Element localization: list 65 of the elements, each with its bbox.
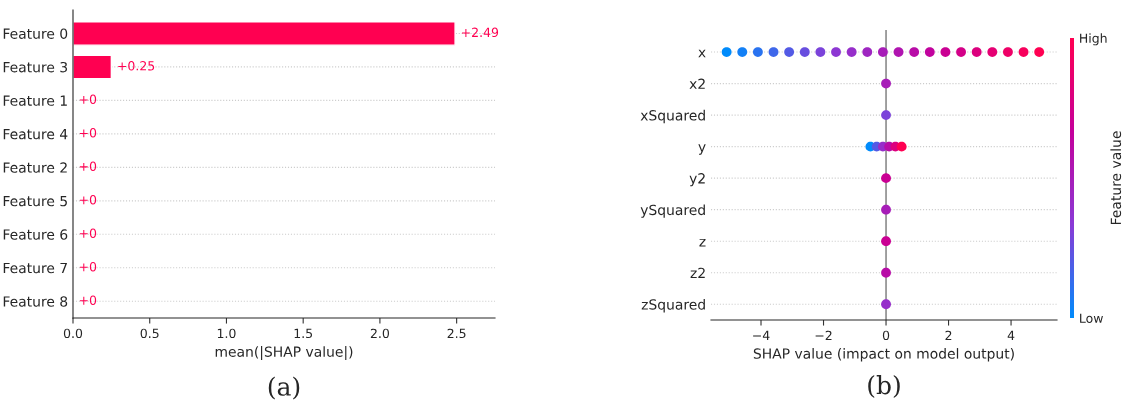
y-tick-label: Feature 8 — [3, 296, 68, 307]
x-tick-label: 0.0 — [63, 328, 83, 339]
y-tick-label: Feature 5 — [3, 195, 67, 207]
data-label: +2.49 — [461, 27, 499, 38]
y-tick-label: x — [698, 49, 706, 58]
color-bar-title: Feature value — [1110, 131, 1122, 225]
point — [987, 47, 998, 57]
data-label: +0 — [79, 295, 97, 305]
y-tick-label: xSquared — [640, 109, 705, 124]
x-tick-label: 2 — [945, 330, 952, 340]
x-tick-label: −2 — [815, 330, 832, 340]
text: (a) — [268, 376, 300, 400]
y-tick-label: Feature 1 — [3, 95, 67, 106]
point — [971, 47, 982, 57]
y-tick-label: x2 — [689, 78, 705, 89]
y-tick-label: Feature 3 — [3, 61, 68, 73]
data-label: +0.25 — [118, 61, 155, 71]
y-tick-label: z2 — [690, 267, 705, 278]
point — [721, 47, 732, 57]
data-label: +0 — [79, 228, 97, 238]
point — [768, 47, 779, 57]
y-tick-label: z — [699, 238, 706, 247]
x-tick-label: 0 — [882, 330, 890, 341]
data-label: +0 — [79, 94, 97, 105]
x-tick-label: 2.5 — [447, 328, 466, 339]
point — [831, 47, 841, 57]
point — [924, 47, 935, 57]
color-bar-label: Low — [1080, 313, 1103, 323]
color-bar-label: High — [1080, 33, 1107, 46]
point — [846, 47, 857, 57]
point — [1003, 47, 1013, 57]
y-tick-label: Feature 7 — [3, 262, 67, 274]
y-tick-label: Feature 2 — [3, 162, 67, 173]
y-tick-label: y — [698, 144, 706, 155]
point — [878, 47, 888, 57]
y-tick-label: y2 — [689, 173, 705, 187]
point — [752, 47, 763, 57]
point — [956, 47, 966, 57]
point — [737, 47, 748, 57]
data-label: +0 — [79, 261, 97, 272]
point — [1018, 47, 1029, 57]
x-tick-label: 0.5 — [140, 328, 159, 339]
point — [893, 47, 904, 57]
x-tick-label: 4 — [1007, 330, 1015, 340]
x-tick-label: 2.0 — [370, 328, 390, 339]
point — [1034, 47, 1045, 57]
y-tick-label: ySquared — [640, 204, 705, 218]
data-label: +0 — [79, 195, 97, 205]
x-axis-title: mean(|SHAP value|) — [215, 346, 353, 360]
x-tick-label: −4 — [753, 330, 770, 340]
data-label: +0 — [79, 161, 97, 171]
point — [940, 47, 951, 57]
x-axis-title: SHAP value (impact on model output) — [753, 348, 1014, 362]
point — [909, 47, 920, 57]
point — [799, 47, 810, 57]
point — [815, 47, 826, 57]
y-tick-label: Feature 0 — [3, 28, 68, 39]
y-tick-label: Feature 4 — [3, 129, 68, 140]
point — [862, 47, 873, 57]
data-label: +0 — [79, 128, 97, 138]
y-tick-label: Feature 6 — [3, 229, 68, 240]
text: (b) — [868, 375, 900, 398]
x-tick-label: 1.0 — [217, 328, 236, 339]
x-tick-label: 1.5 — [294, 328, 313, 339]
y-tick-label: zSquared — [641, 298, 705, 313]
